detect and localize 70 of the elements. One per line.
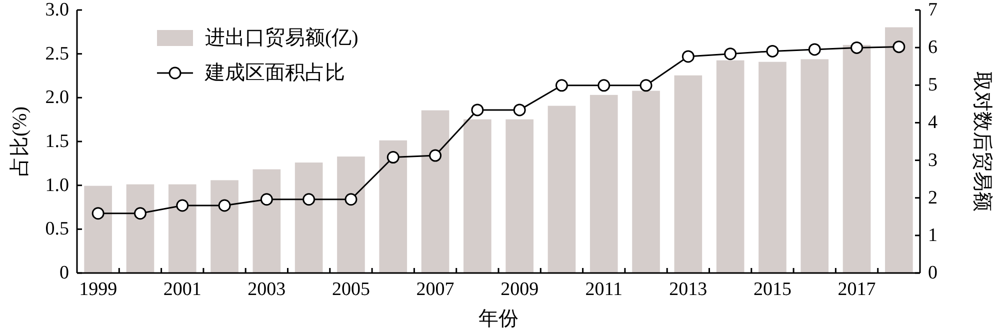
point: [892, 40, 906, 54]
point: [724, 48, 737, 60]
bar: [758, 62, 786, 273]
bar: [168, 184, 196, 273]
point: [429, 149, 442, 162]
x-tick-label: 1999: [79, 279, 118, 300]
point: [682, 50, 694, 63]
x-tick-label: 2003: [248, 279, 286, 300]
point: [766, 44, 779, 58]
y-tick-label: 0: [60, 262, 69, 284]
point: [598, 79, 610, 92]
x-tick-label: 2005: [332, 279, 370, 300]
bar: [800, 59, 829, 273]
y2-tick-label: 7: [928, 0, 938, 20]
bar: [885, 27, 913, 273]
point: [513, 104, 526, 116]
bar: [632, 90, 660, 273]
bar: [252, 169, 281, 273]
point: [640, 79, 652, 92]
x-tick-label: 2013: [669, 279, 708, 300]
bar: [294, 162, 323, 273]
y2-tick-label: 3: [928, 150, 938, 171]
x-tick-label: 2009: [500, 279, 539, 300]
point: [471, 104, 484, 116]
x-tick-label: 2017: [838, 279, 876, 300]
point: [302, 193, 316, 206]
bar: [506, 119, 534, 273]
point: [260, 193, 273, 206]
bar: [548, 106, 576, 273]
point: [555, 79, 568, 92]
x-tick-label: 2007: [416, 279, 454, 300]
y2-tick-label: 1: [928, 224, 938, 246]
point: [808, 43, 821, 56]
y2-tick-label: 2: [928, 187, 938, 208]
bar: [379, 140, 408, 273]
point: [92, 207, 104, 220]
bar: [337, 156, 365, 273]
bar: [126, 184, 154, 273]
point: [850, 41, 864, 54]
y2-tick-label: 0: [928, 262, 938, 284]
y-tick-label: 0.5: [45, 218, 69, 240]
bar: [421, 110, 450, 273]
y-axis-title: 占比(%): [9, 106, 31, 176]
bar: [590, 94, 618, 273]
bar: [464, 119, 492, 273]
y2-tick-label: 5: [928, 74, 938, 96]
y2-tick-label: 4: [928, 112, 938, 134]
legend-label: 建成区面积占比: [204, 62, 345, 84]
y-tick-label: 1.0: [45, 174, 69, 196]
y-tick-label: 2.0: [45, 87, 69, 108]
point: [344, 193, 358, 206]
legend-label: 进出口贸易额(亿): [205, 27, 358, 49]
point: [386, 151, 400, 164]
bar: [716, 60, 744, 273]
bar: [84, 186, 112, 273]
y2-tick-label: 6: [928, 37, 938, 58]
point: [218, 199, 231, 212]
x-axis-title: 年份: [478, 308, 518, 330]
x-tick-label: 2011: [585, 279, 623, 300]
y-tick-label: 1.5: [45, 131, 69, 152]
x-tick-label: 2001: [163, 279, 202, 300]
y2-axis-title: 取对数后贸易额: [971, 72, 993, 212]
bar: [842, 44, 871, 273]
x-tick-label: 2015: [753, 279, 792, 300]
y-tick-label: 2.5: [45, 43, 69, 64]
point: [134, 207, 146, 220]
y-tick-label: 3.0: [45, 0, 69, 20]
bar: [674, 75, 702, 273]
point: [176, 199, 189, 212]
bar: [210, 180, 238, 273]
